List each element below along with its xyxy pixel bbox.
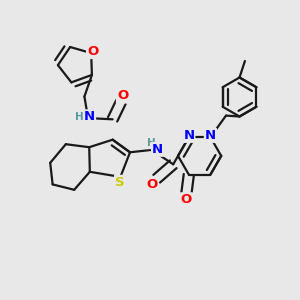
Text: H: H — [147, 138, 155, 148]
Text: S: S — [115, 176, 124, 189]
Text: O: O — [117, 89, 128, 102]
Text: H: H — [75, 112, 84, 122]
Text: O: O — [87, 45, 98, 58]
Text: N: N — [205, 129, 216, 142]
Text: N: N — [183, 129, 194, 142]
Text: O: O — [181, 193, 192, 206]
Text: N: N — [152, 143, 163, 156]
Text: O: O — [147, 178, 158, 191]
Text: N: N — [84, 110, 95, 123]
